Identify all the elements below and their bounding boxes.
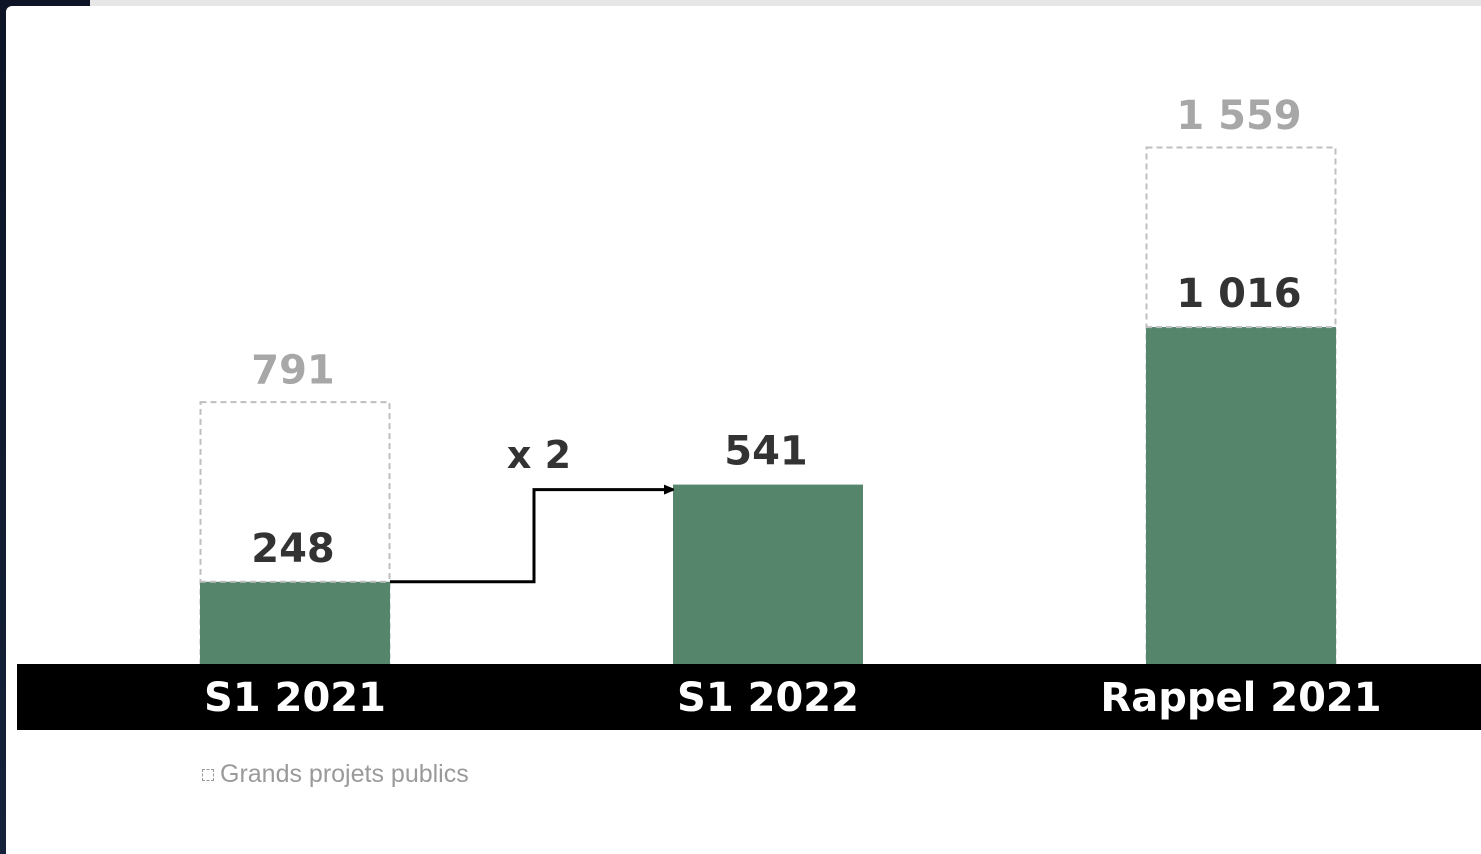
value-label: 1 016 [1176,271,1301,317]
category-label: S1 2021 [204,675,386,721]
top-strip [90,0,1481,6]
bar [673,484,863,664]
bar [200,581,390,664]
total-label: 791 [251,348,335,394]
legend-label: Grands projets publics [220,760,469,788]
dashed-square-icon [202,768,214,781]
value-label: 248 [251,526,335,572]
value-label: 541 [724,429,808,475]
growth-arrow [390,490,673,584]
legend: Grands projets publics [202,760,469,789]
total-label: 1 559 [1176,93,1301,139]
category-label: Rappel 2021 [1100,675,1381,721]
category-label: S1 2022 [677,675,859,721]
bar [1146,327,1336,664]
category-band [17,664,1481,730]
multiplier-label: x 2 [507,433,571,477]
